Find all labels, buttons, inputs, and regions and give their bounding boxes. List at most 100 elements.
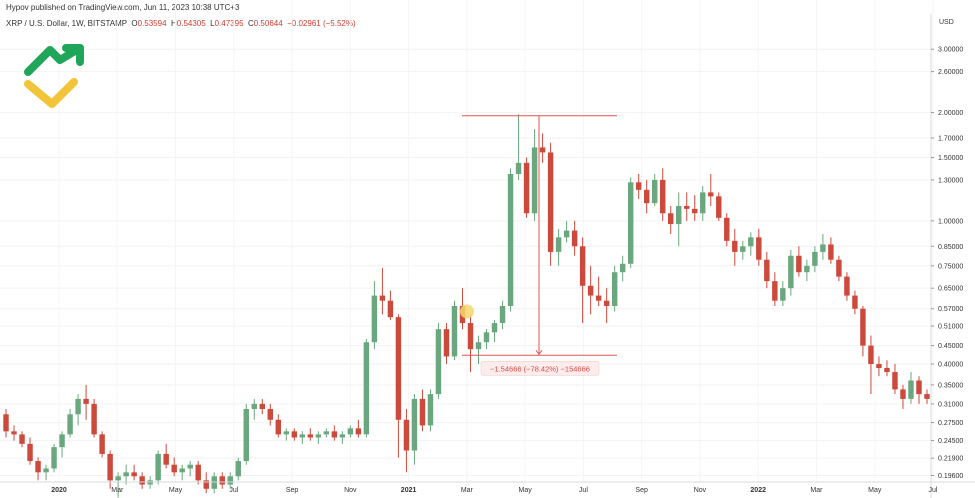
candle-body bbox=[507, 173, 514, 306]
candle-body bbox=[323, 431, 330, 435]
candle-body bbox=[155, 453, 161, 481]
candle-body bbox=[812, 251, 818, 266]
time-tick-label: 2022 bbox=[750, 487, 766, 494]
candle-body bbox=[900, 389, 906, 399]
candle bbox=[844, 272, 850, 301]
candle-body bbox=[892, 372, 898, 390]
candle-body bbox=[555, 237, 562, 252]
candle bbox=[123, 464, 129, 485]
candle bbox=[99, 431, 105, 458]
candle-body bbox=[211, 476, 217, 489]
candle bbox=[732, 228, 738, 266]
logo-green-arrow-head-icon bbox=[62, 44, 84, 66]
candle bbox=[35, 457, 41, 481]
candle bbox=[876, 356, 882, 377]
candle bbox=[852, 290, 858, 315]
candle bbox=[684, 192, 690, 221]
candle bbox=[59, 431, 65, 458]
candle bbox=[555, 228, 562, 266]
candle-body bbox=[467, 323, 474, 350]
price-tick-label: 2.00000 bbox=[938, 110, 963, 117]
price-tick-label: 1.30000 bbox=[938, 177, 963, 184]
candle bbox=[315, 431, 322, 444]
measure-label: −1.54666 (−78.42%) −154666 bbox=[490, 364, 590, 373]
candle bbox=[307, 428, 314, 441]
candle bbox=[259, 398, 266, 415]
candle bbox=[3, 408, 9, 438]
logo-green-arrow-icon bbox=[24, 44, 84, 76]
candle bbox=[323, 428, 330, 438]
candle bbox=[603, 288, 610, 324]
candle-body bbox=[740, 246, 746, 252]
candle-body bbox=[395, 317, 402, 420]
candle-body bbox=[531, 147, 538, 214]
candle-body bbox=[860, 308, 866, 346]
candle-body bbox=[195, 464, 201, 481]
candle-body bbox=[291, 431, 298, 438]
candle bbox=[676, 192, 682, 247]
candle-body bbox=[868, 345, 874, 365]
candle-body bbox=[539, 147, 546, 153]
candle bbox=[203, 472, 209, 494]
candle-body bbox=[75, 398, 81, 415]
time-tick-label: May bbox=[868, 487, 882, 494]
candle-body bbox=[451, 305, 458, 357]
candle-body bbox=[716, 196, 722, 218]
publisher-line: Hypov published on TradingView.com, Jun … bbox=[6, 3, 239, 12]
price-tick-label: 0.57000 bbox=[938, 306, 963, 313]
candle bbox=[868, 335, 874, 395]
candle bbox=[219, 472, 225, 489]
candle bbox=[139, 472, 145, 489]
time-tick-label: Mar bbox=[111, 487, 124, 494]
measure-arrow-icon bbox=[535, 350, 543, 356]
price-tick-label: 0.65000 bbox=[938, 286, 963, 293]
time-tick-label: Nov bbox=[694, 487, 707, 494]
candle bbox=[283, 428, 290, 441]
price-tick-label: 0.40000 bbox=[938, 362, 963, 369]
candle bbox=[772, 272, 778, 306]
candle-body bbox=[387, 300, 394, 318]
candle-body bbox=[732, 240, 738, 252]
low-label: L bbox=[210, 19, 215, 28]
candle-body bbox=[43, 468, 49, 473]
candle-body bbox=[99, 434, 105, 454]
candle-body bbox=[203, 480, 209, 489]
candle bbox=[700, 186, 706, 221]
candle bbox=[563, 220, 570, 243]
candle bbox=[892, 364, 898, 395]
candle bbox=[163, 443, 169, 469]
candle bbox=[860, 305, 866, 357]
price-axis[interactable]: 3.00000 2.60000 2.00000 1.70000 1.50000 1.300… bbox=[930, 14, 963, 498]
candle-body bbox=[595, 295, 602, 301]
candle-body bbox=[83, 398, 89, 404]
candle bbox=[916, 376, 922, 404]
candle-body bbox=[515, 162, 522, 174]
candle-body bbox=[59, 434, 65, 448]
candle-body bbox=[251, 403, 257, 409]
candle bbox=[884, 360, 890, 377]
candle bbox=[483, 329, 490, 350]
candle bbox=[740, 240, 746, 260]
candle bbox=[67, 408, 73, 438]
candle-body bbox=[363, 342, 370, 435]
time-tick-label: 2020 bbox=[51, 487, 67, 494]
measure-tool[interactable]: −1.54666 (−78.42%) −154666 bbox=[460, 115, 617, 376]
candle-body bbox=[275, 419, 282, 435]
candle bbox=[724, 213, 730, 247]
candle bbox=[627, 177, 634, 268]
candle-body bbox=[475, 342, 482, 350]
symbol-name[interactable]: XRP / U.S. Dollar, 1W, BITSTAMP bbox=[6, 19, 127, 28]
candle-body bbox=[483, 332, 490, 343]
candle bbox=[924, 389, 930, 404]
candle bbox=[75, 394, 81, 426]
time-tick-label: Sep bbox=[635, 487, 648, 494]
time-axis[interactable]: 2020 Mar May Jul Sep Nov 2021 Mar May Jul Sep Nov 20… bbox=[0, 481, 975, 494]
candle-body bbox=[11, 431, 17, 435]
candle-body bbox=[924, 394, 930, 399]
candle bbox=[187, 461, 193, 477]
candle-body bbox=[756, 237, 762, 260]
close-label: C bbox=[247, 19, 254, 28]
candle-body bbox=[19, 434, 25, 444]
time-tick-label: 2021 bbox=[401, 487, 417, 494]
